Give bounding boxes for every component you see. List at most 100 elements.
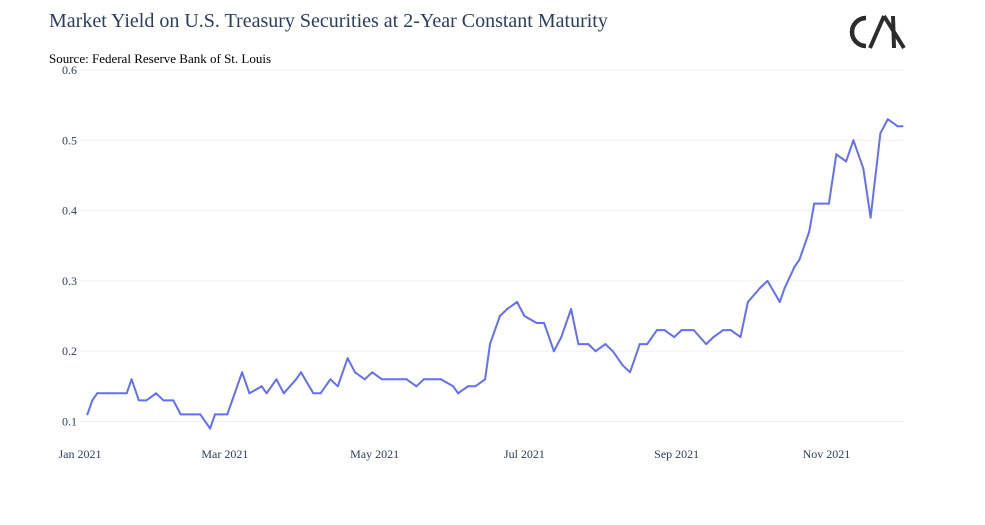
- y-tick-label: 0.4: [62, 204, 77, 218]
- data-point: [86, 413, 89, 416]
- data-point: [783, 286, 786, 289]
- data-point: [621, 364, 624, 367]
- data-point: [886, 118, 889, 121]
- data-point: [484, 378, 487, 381]
- y-tick-label: 0.2: [62, 344, 77, 358]
- data-point: [656, 329, 658, 332]
- data-point: [162, 399, 165, 402]
- data-point: [432, 378, 435, 381]
- data-point: [498, 315, 501, 317]
- data-point: [818, 202, 821, 205]
- data-point: [329, 378, 332, 381]
- data-point: [405, 378, 408, 381]
- data-point: [646, 343, 649, 346]
- data-point: [125, 392, 128, 395]
- data-point: [172, 399, 175, 402]
- data-point: [552, 350, 555, 353]
- data-point: [793, 265, 796, 268]
- y-tick-label: 0.3: [62, 274, 77, 288]
- data-point: [381, 378, 383, 381]
- data-point: [673, 336, 676, 339]
- data-point: [96, 392, 99, 395]
- data-point: [629, 371, 631, 374]
- y-tick-label: 0.1: [62, 414, 77, 428]
- data-point: [248, 392, 251, 395]
- data-point: [896, 125, 899, 128]
- data-point: [862, 167, 865, 170]
- data-point: [543, 322, 546, 324]
- data-point: [516, 301, 519, 303]
- data-point: [275, 378, 278, 381]
- data-point: [388, 378, 391, 381]
- data-point: [346, 357, 349, 360]
- data-point: [300, 371, 302, 374]
- x-tick-label: Sep 2021: [654, 447, 699, 461]
- data-point: [901, 125, 904, 128]
- data-point: [722, 329, 725, 332]
- data-point: [457, 392, 460, 395]
- data-point: [604, 343, 607, 346]
- data-point: [852, 139, 855, 142]
- data-point: [137, 399, 140, 402]
- data-point: [560, 336, 563, 339]
- data-point: [241, 371, 244, 374]
- data-point: [91, 399, 94, 402]
- data-point: [398, 378, 401, 381]
- data-point: [191, 413, 194, 416]
- data-point: [489, 343, 491, 346]
- data-point: [439, 378, 442, 381]
- data-point: [808, 230, 811, 233]
- data-point: [474, 385, 477, 388]
- data-point: [729, 329, 732, 332]
- data-point: [523, 315, 526, 317]
- data-point: [638, 343, 641, 346]
- data-point: [594, 350, 597, 353]
- data-point: [452, 385, 455, 388]
- data-point: [759, 286, 762, 289]
- data-point: [336, 385, 339, 388]
- data-point: [216, 413, 219, 416]
- data-point: [712, 336, 715, 339]
- data-point: [199, 413, 202, 416]
- data-point: [113, 392, 116, 395]
- data-point: [611, 350, 614, 353]
- x-axis-ticks: Jan 2021 Mar 2021 May 2021 Jul 2021 Sep 2021…: [59, 447, 851, 461]
- data-point: [363, 378, 366, 381]
- data-point: [282, 392, 285, 395]
- data-point: [778, 301, 781, 303]
- data-point: [226, 413, 229, 416]
- data-point: [260, 385, 263, 388]
- series-line: [86, 118, 903, 430]
- data-point: [535, 322, 538, 324]
- data-point: [312, 392, 315, 395]
- data-point: [577, 343, 580, 346]
- data-point: [845, 160, 848, 163]
- data-point: [570, 308, 573, 310]
- x-tick-label: Mar 2021: [201, 447, 248, 461]
- data-point: [869, 216, 872, 219]
- data-point: [319, 392, 322, 395]
- data-point: [766, 279, 769, 282]
- data-point: [145, 399, 148, 402]
- chart-subtitle: Source: Federal Reserve Bank of St. Loui…: [49, 51, 272, 66]
- data-point: [663, 329, 666, 332]
- data-point: [739, 336, 742, 339]
- data-point: [214, 413, 216, 416]
- x-tick-label: Jan 2021: [59, 447, 102, 461]
- data-point: [879, 132, 882, 135]
- gridlines: [80, 69, 905, 422]
- data-point: [506, 308, 509, 310]
- x-tick-label: May 2021: [350, 447, 399, 461]
- data-point: [813, 202, 816, 205]
- cm-logo: [849, 14, 906, 50]
- data-point: [827, 202, 830, 205]
- data-point: [155, 392, 158, 395]
- data-point: [354, 371, 356, 374]
- data-point: [231, 399, 234, 402]
- data-point: [587, 343, 590, 346]
- data-point: [179, 413, 182, 416]
- data-point: [680, 329, 683, 332]
- y-tick-label: 0.5: [62, 133, 77, 147]
- data-point: [415, 385, 418, 388]
